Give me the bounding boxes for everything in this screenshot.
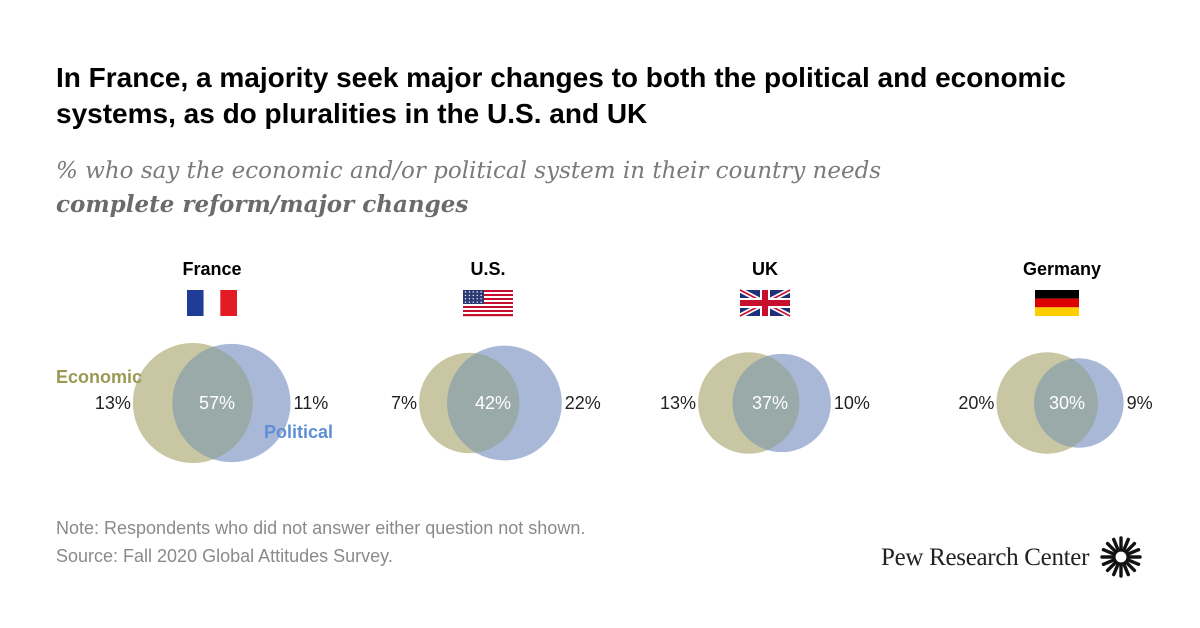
venn-chart: France 13% 57% 11% Economic Political U.S. 7% 42…	[56, 259, 1153, 463]
country-label: U.S.	[470, 259, 505, 279]
both-label: 30%	[1049, 393, 1085, 413]
country-label: Germany	[1023, 259, 1101, 279]
country-label: France	[182, 259, 241, 279]
chart-title: In France, a majority seek major changes…	[56, 62, 1066, 129]
political-only-label: 22%	[565, 393, 601, 413]
overlap-region	[1034, 358, 1098, 448]
political-only-label: 10%	[834, 393, 870, 413]
overlap-region	[447, 352, 520, 454]
france-flag-icon	[187, 290, 237, 316]
germany-flag-icon	[1035, 290, 1079, 316]
pew-research-center-logo-text: Pew Research Center	[881, 544, 1090, 571]
country-label: UK	[752, 259, 778, 279]
both-label: 42%	[475, 393, 511, 413]
political-legend-label: Political	[264, 422, 333, 442]
chart-note: Note: Respondents who did not answer eit…	[56, 518, 586, 538]
uk-flag-icon	[738, 287, 792, 319]
overlap-region	[172, 343, 253, 463]
venn-germany: Germany 20% 30% 9%	[958, 259, 1153, 454]
usa-flag-icon	[463, 290, 513, 317]
subtitle-line-1: % who say the economic and/or political …	[56, 158, 882, 184]
both-label: 37%	[752, 393, 788, 413]
both-label: 57%	[199, 393, 235, 413]
economic-only-label: 7%	[391, 393, 417, 413]
economic-only-label: 20%	[958, 393, 994, 413]
pew-sunburst-icon	[1100, 536, 1142, 578]
economic-legend-label: Economic	[56, 367, 142, 387]
political-only-label: 11%	[294, 393, 329, 413]
venn-uk: UK 13% 37% 10%	[660, 259, 870, 454]
chart-subtitle: % who say the economic and/or political …	[56, 155, 1156, 221]
venn-france: France 13% 57% 11% Economic Political	[56, 259, 333, 463]
overlap-region	[732, 353, 800, 453]
subtitle-line-2: complete reform/major changes	[56, 191, 469, 218]
political-only-label: 9%	[1127, 393, 1153, 413]
chart-source: Source: Fall 2020 Global Attitudes Surve…	[56, 546, 393, 566]
economic-only-label: 13%	[95, 393, 131, 413]
economic-only-label: 13%	[660, 393, 696, 413]
venn-usa: U.S. 7% 42% 22%	[391, 259, 601, 461]
